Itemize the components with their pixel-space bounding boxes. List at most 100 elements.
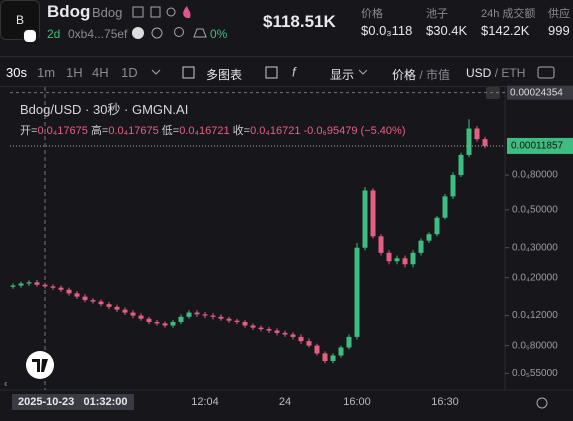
- market-cap-option[interactable]: 市值: [426, 68, 451, 82]
- y-tick-label: 0.0₄50000: [512, 205, 558, 216]
- candle-body: [114, 306, 120, 310]
- price[interactable]: 价格: [392, 68, 417, 82]
- y-tick-label: 0.0₅80000: [512, 340, 558, 351]
- candle-body: [306, 341, 312, 346]
- y-tick-label: 0.0₅55000: [512, 368, 558, 379]
- stat-label: 供应: [548, 8, 570, 20]
- stat-value: 999: [548, 23, 570, 38]
- search-icon[interactable]: [174, 27, 184, 37]
- candle-body: [314, 345, 320, 354]
- candle-body: [162, 323, 168, 326]
- sep: /: [416, 68, 427, 82]
- chevron[interactable]: [151, 69, 161, 75]
- chevron[interactable]: [358, 69, 368, 75]
- candle-body: [258, 327, 264, 330]
- share-icon[interactable]: [166, 7, 176, 17]
- display[interactable]: 显示: [330, 68, 355, 82]
- candle-body: [322, 353, 328, 361]
- address: 0xb4...75ef: [68, 27, 128, 41]
- candle-body: [146, 318, 152, 323]
- age: 2d: [47, 27, 61, 41]
- market-cap: $118.51K: [263, 12, 336, 31]
- avatar: B: [0, 0, 40, 40]
- multi-chart[interactable]: 多图表: [206, 68, 243, 82]
- currency-toggle[interactable]: USD / ETH: [466, 66, 525, 80]
- candle-body: [290, 334, 296, 337]
- candle-body: [82, 296, 88, 301]
- stat-value: $0.0₃118: [361, 23, 413, 38]
- divider: [0, 56, 573, 57]
- holder-icon: [193, 28, 207, 38]
- interval[interactable]: 1H: [66, 65, 83, 80]
- stat-label: 24h 成交额: [481, 8, 536, 20]
- high-label: 高=: [90, 125, 109, 137]
- divider: [0, 86, 573, 87]
- candle-body: [346, 336, 352, 348]
- candle-body: [450, 175, 456, 197]
- fire-icon: [183, 6, 191, 18]
- close-value: 0.0₄16721: [250, 125, 301, 137]
- candle-body: [194, 312, 200, 315]
- sep: /: [491, 66, 502, 80]
- candle-body: [266, 329, 272, 331]
- candle-body: [482, 139, 488, 146]
- ohlc-legend: 开=0.0₄17675 高=0.0₄17675 低=0.0₄16721 收=0.…: [20, 122, 406, 138]
- avatar-badge: [22, 28, 38, 44]
- candle-body: [330, 355, 336, 361]
- x-tick-label: 16:30: [431, 396, 459, 408]
- candle-body: [426, 234, 432, 241]
- eth[interactable]: ETH: [501, 66, 526, 80]
- indicator-icon[interactable]: [265, 66, 278, 79]
- candle-body: [130, 312, 136, 316]
- interval[interactable]: 1D: [121, 65, 138, 80]
- stat-value: $142.2K: [481, 23, 530, 38]
- y-tick-label: 0.0₄80000: [512, 170, 558, 181]
- close-label: 收=: [232, 125, 251, 137]
- x-tick-label: 12:04: [191, 396, 219, 408]
- plus-icon[interactable]: [182, 66, 195, 79]
- candle-body: [34, 282, 40, 285]
- token-name: Bdog: [92, 5, 123, 20]
- candle-body: [42, 284, 48, 287]
- interval[interactable]: 4H: [92, 65, 109, 80]
- scroll-left[interactable]: ‹: [4, 379, 7, 390]
- price-mcap-toggle[interactable]: 价格 / 市值: [392, 66, 450, 83]
- lock-icon[interactable]: [151, 27, 163, 39]
- candle-body: [242, 322, 248, 326]
- address-icons: [132, 27, 207, 39]
- copy-icon[interactable]: [150, 6, 161, 18]
- candle-body: [218, 316, 224, 319]
- usd[interactable]: USD: [466, 66, 492, 80]
- candle-body: [378, 236, 384, 253]
- change: 0%: [210, 27, 228, 41]
- candle-body: [10, 285, 16, 287]
- header-icons: [132, 6, 191, 18]
- settings-icon[interactable]: [536, 397, 548, 409]
- candle-body: [442, 196, 448, 218]
- high-value: 0.0₄17675: [108, 125, 159, 137]
- max-price-tag: [507, 85, 573, 100]
- change-pct: (−5.40%): [360, 125, 406, 137]
- candle-body: [402, 258, 408, 265]
- open-value: 0.0₄17675: [37, 125, 88, 137]
- candle-body: [274, 330, 280, 333]
- candle-body: [154, 322, 160, 324]
- candle-body: [50, 286, 56, 288]
- interval[interactable]: 30s: [6, 65, 27, 80]
- camera-icon[interactable]: [537, 66, 555, 79]
- x-tick-label: 24: [279, 396, 291, 408]
- candle-body: [178, 316, 184, 323]
- stat-value: $30.4K: [426, 23, 468, 38]
- interval[interactable]: 1m: [37, 65, 56, 80]
- candle-body: [458, 154, 464, 176]
- candle-body: [138, 315, 144, 319]
- fx-icon[interactable]: f: [292, 64, 297, 79]
- y-tick-label: 0.0₄30000: [512, 242, 558, 253]
- candle-body: [186, 312, 192, 317]
- max-price-label: 0.00024354: [510, 87, 563, 98]
- edit-icon[interactable]: [132, 6, 144, 18]
- candle-body: [98, 301, 104, 305]
- low-label: 低=: [161, 125, 180, 137]
